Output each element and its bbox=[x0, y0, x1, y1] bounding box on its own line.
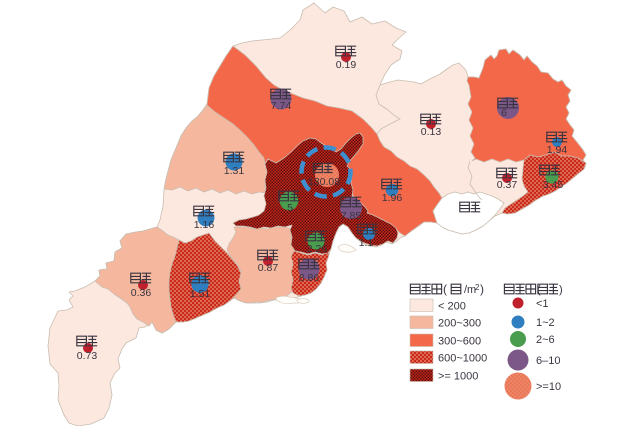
svg-text:>= 1000: >= 1000 bbox=[438, 371, 478, 383]
svg-text:300~600: 300~600 bbox=[438, 336, 481, 348]
svg-text:>=10: >=10 bbox=[536, 381, 561, 393]
svg-text:600~1000: 600~1000 bbox=[438, 353, 487, 365]
svg-text:5: 5 bbox=[287, 202, 293, 214]
svg-text:0.87: 0.87 bbox=[258, 262, 279, 274]
svg-text:6: 6 bbox=[501, 107, 507, 119]
svg-text:1.16: 1.16 bbox=[194, 219, 215, 231]
svg-text:0.37: 0.37 bbox=[497, 179, 518, 191]
svg-text:7.85: 7.85 bbox=[341, 210, 362, 222]
svg-text:2: 2 bbox=[475, 283, 480, 292]
svg-text:8.86: 8.86 bbox=[299, 272, 320, 284]
svg-text:< 200: < 200 bbox=[438, 301, 466, 313]
svg-text:<1: <1 bbox=[536, 298, 549, 310]
svg-text:0.36: 0.36 bbox=[131, 287, 152, 299]
svg-text:1.94: 1.94 bbox=[547, 144, 568, 156]
svg-text:): ) bbox=[559, 284, 563, 296]
svg-text:(: ( bbox=[537, 284, 541, 296]
svg-text:7.74: 7.74 bbox=[271, 100, 292, 112]
svg-text:0.73: 0.73 bbox=[77, 350, 98, 362]
svg-text:130.08: 130.08 bbox=[308, 176, 340, 188]
svg-text:6–10: 6–10 bbox=[536, 355, 560, 367]
svg-text:3.45: 3.45 bbox=[543, 179, 564, 191]
svg-text:1.51: 1.51 bbox=[190, 288, 211, 300]
svg-text:1~2: 1~2 bbox=[536, 317, 555, 329]
svg-text:(: ( bbox=[443, 282, 447, 296]
svg-text:1.96: 1.96 bbox=[382, 192, 403, 204]
svg-text:0.13: 0.13 bbox=[421, 126, 442, 138]
svg-text:1.31: 1.31 bbox=[224, 165, 245, 177]
svg-text:0.19: 0.19 bbox=[336, 59, 357, 71]
svg-text:200~300: 200~300 bbox=[438, 318, 481, 330]
svg-text:): ) bbox=[480, 282, 484, 296]
svg-text:2.26: 2.26 bbox=[307, 243, 328, 255]
svg-text:/m: /m bbox=[464, 284, 476, 296]
svg-text:1.1: 1.1 bbox=[359, 237, 374, 249]
svg-text:2~6: 2~6 bbox=[536, 334, 555, 346]
